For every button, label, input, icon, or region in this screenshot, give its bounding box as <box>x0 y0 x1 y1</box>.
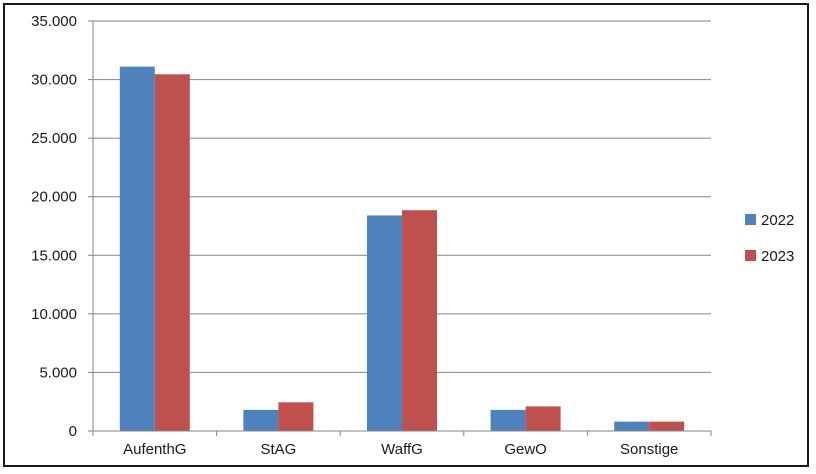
bar-2023-AufenthG <box>154 74 190 432</box>
y-axis-tick-labels: 0 5.000 10.000 15.000 20.000 25.000 30.000 35.0… <box>31 13 77 440</box>
legend: 2022 2023 <box>745 212 794 265</box>
x-category-label: GewO <box>504 441 547 458</box>
y-tick-label: 30.000 <box>31 72 77 89</box>
y-tick-label: 10.000 <box>31 306 77 323</box>
y-tick-label: 25.000 <box>31 130 77 147</box>
bar-2022-AufenthG <box>119 66 155 431</box>
gridlines <box>93 20 711 373</box>
legend-swatch-2022 <box>745 214 756 225</box>
legend-swatch-2023 <box>745 250 756 261</box>
bar-2022-Sonstige <box>614 421 650 431</box>
y-tick-label: 5.000 <box>39 364 77 381</box>
legend-label-2023: 2023 <box>761 248 794 265</box>
legend-label-2022: 2022 <box>761 212 794 229</box>
x-category-label: Sonstige <box>620 441 678 458</box>
bar-2022-WaffG <box>367 215 402 431</box>
x-category-label: AufenthG <box>123 441 186 458</box>
bars <box>119 66 685 432</box>
x-category-label: WaffG <box>381 441 423 458</box>
bar-2022-GewO <box>490 409 526 431</box>
bar-2023-Sonstige <box>649 421 685 431</box>
axes <box>88 20 712 436</box>
y-tick-label: 0 <box>69 423 77 440</box>
x-axis-category-labels: AufenthG StAG WaffG GewO Sonstige <box>123 441 678 458</box>
bar-2023-WaffG <box>402 210 437 431</box>
bar-2023-GewO <box>525 406 561 431</box>
y-tick-label: 15.000 <box>31 247 77 264</box>
x-category-label: StAG <box>260 441 296 458</box>
bar-2022-StAG <box>243 409 279 431</box>
y-tick-label: 35.000 <box>31 13 77 30</box>
bar-2023-StAG <box>278 402 314 431</box>
y-tick-label: 20.000 <box>31 189 77 206</box>
